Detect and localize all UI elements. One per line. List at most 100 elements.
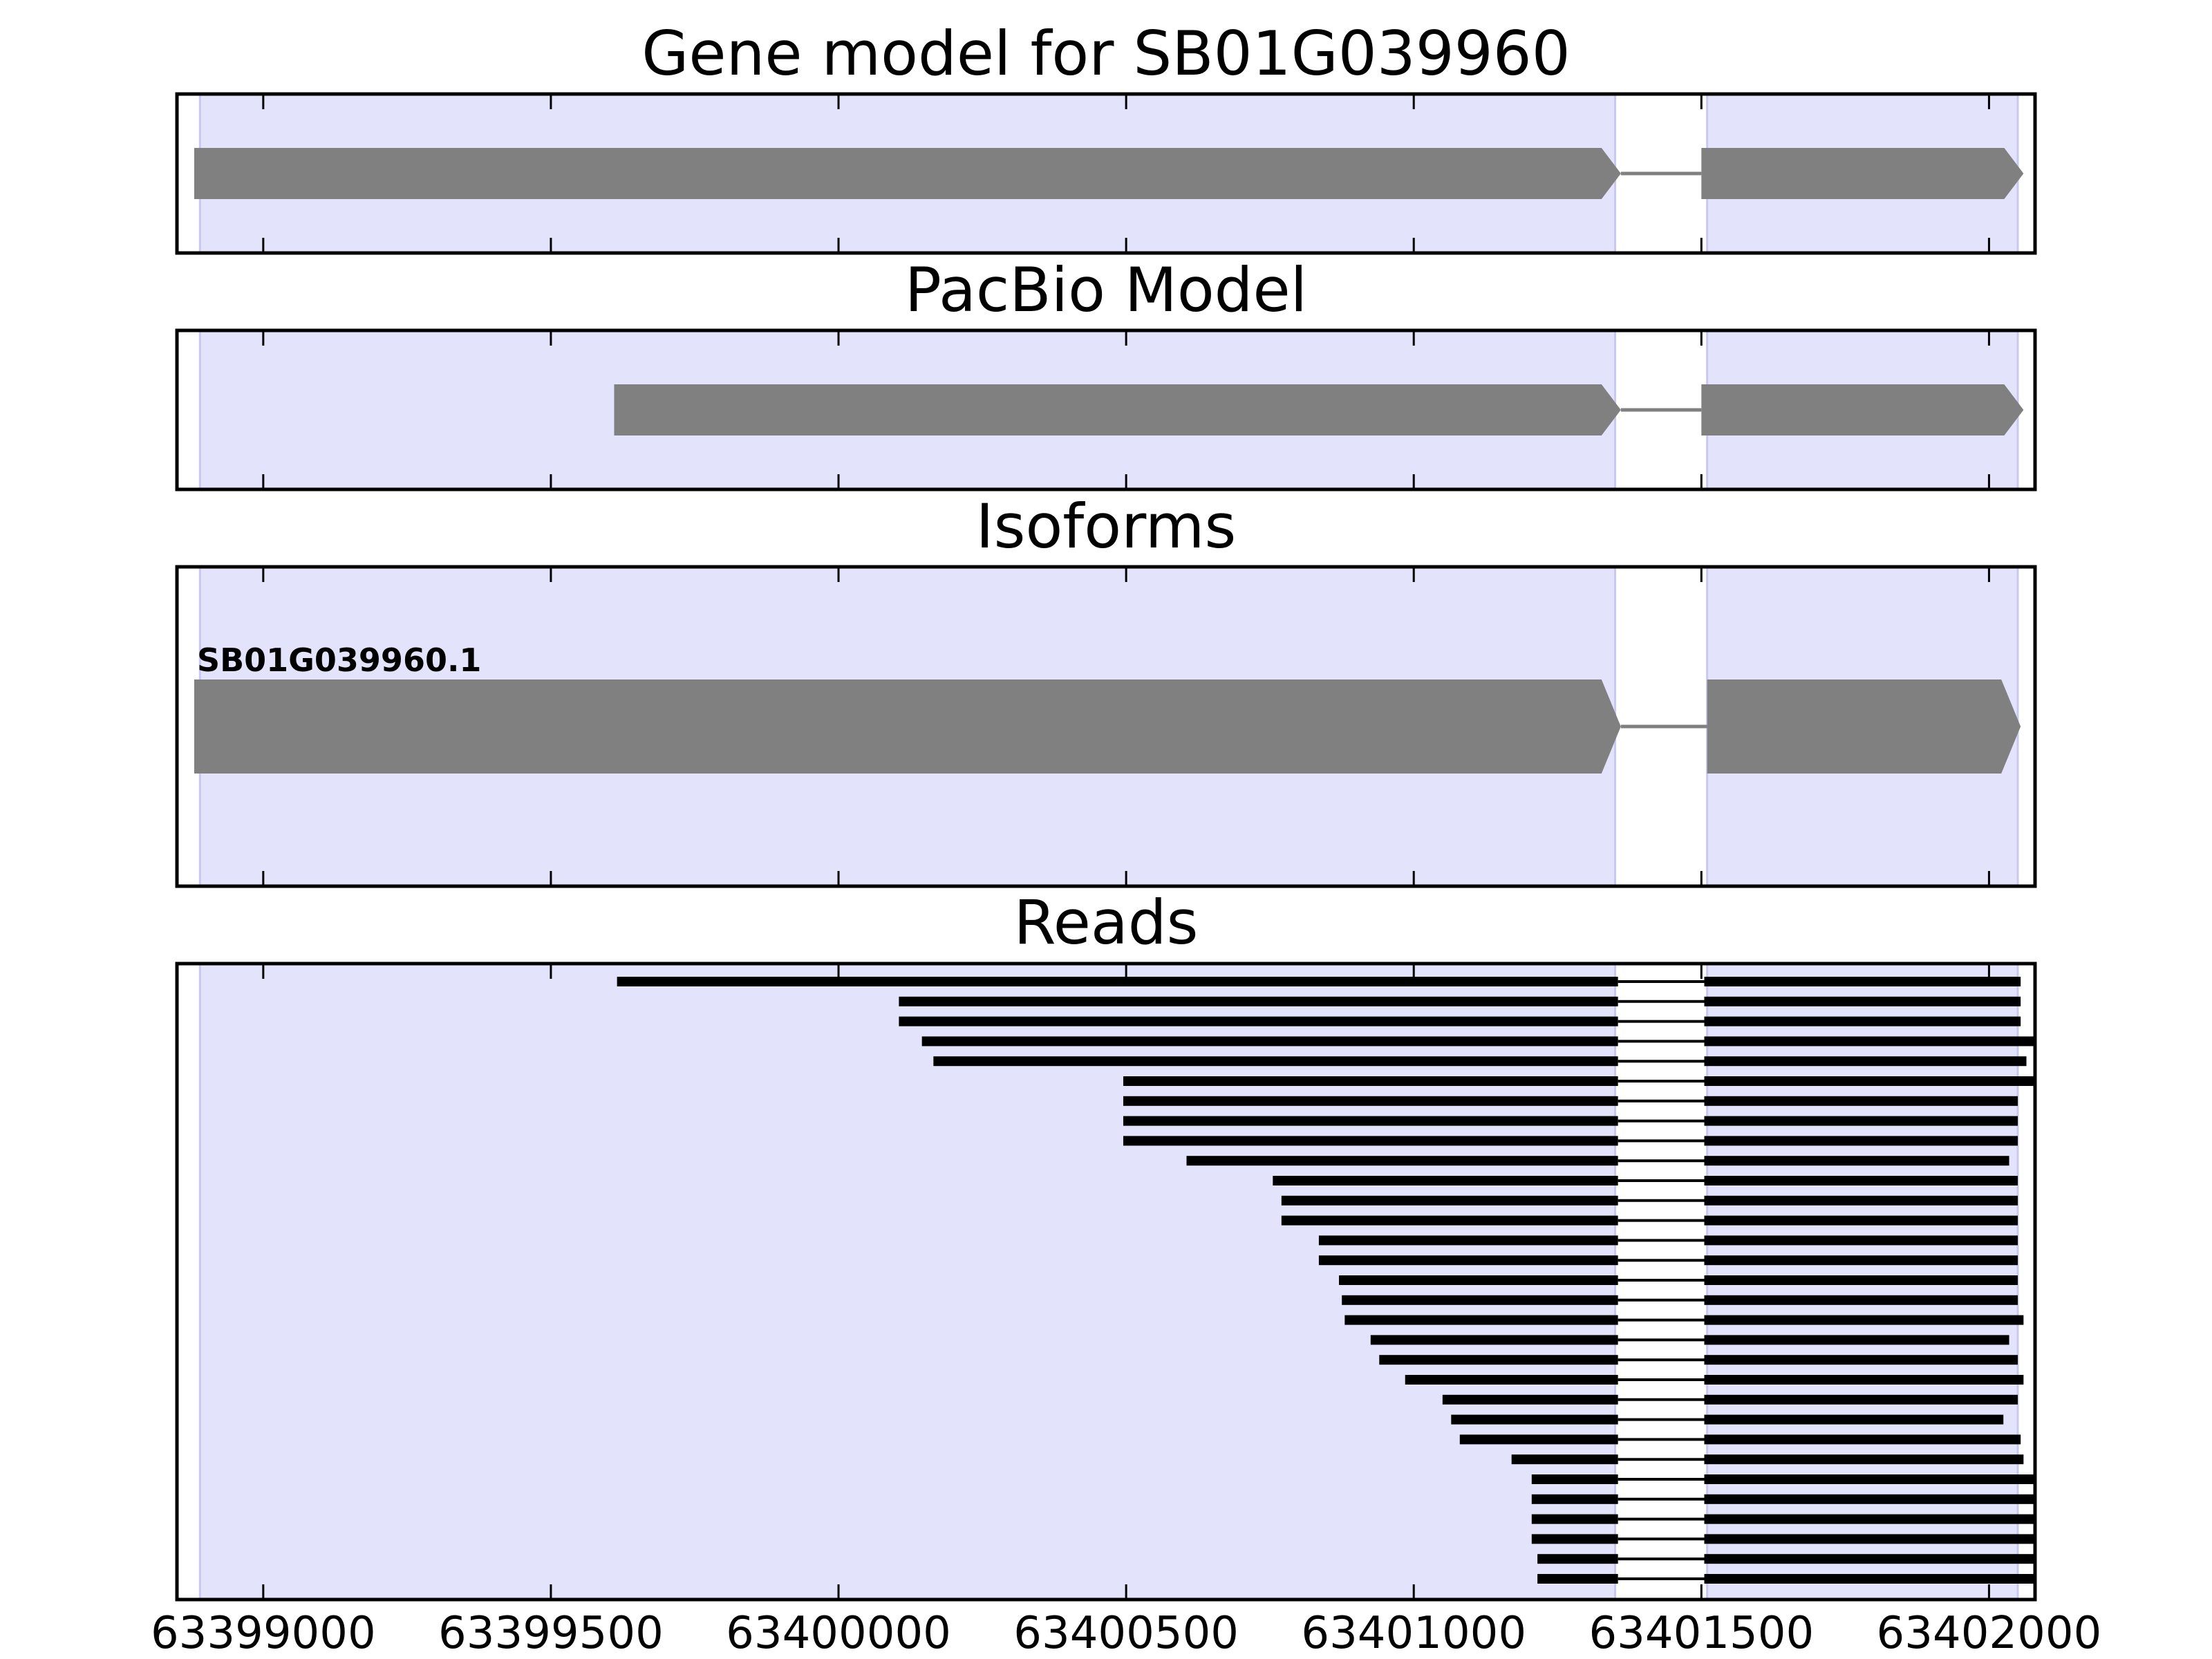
read-exon xyxy=(1704,1275,2018,1285)
read-exon xyxy=(1704,1036,2035,1047)
read-row xyxy=(1123,1096,2018,1106)
read-exon xyxy=(1704,1156,2009,1166)
exon-block xyxy=(1701,148,2024,199)
read-exon xyxy=(1704,1454,2024,1465)
x-tick-label: 63401000 xyxy=(1301,1608,1526,1659)
read-exon xyxy=(1370,1335,1618,1345)
panel-isoforms: Isoforms SB01G039960.1 xyxy=(175,491,2037,888)
read-exon xyxy=(1704,1514,2035,1524)
read-row xyxy=(899,996,2021,1006)
read-row xyxy=(1531,1534,2035,1544)
read-exon xyxy=(1405,1375,1618,1385)
exon-block xyxy=(194,679,1621,774)
read-exon xyxy=(1704,1235,2018,1246)
read-row xyxy=(1123,1116,2018,1126)
read-exon xyxy=(1273,1176,1618,1185)
read-exon xyxy=(899,996,1618,1006)
read-row xyxy=(1451,1414,2004,1425)
panel-frame xyxy=(175,92,2037,255)
x-tick-label: 63400500 xyxy=(1013,1608,1239,1659)
read-row xyxy=(899,1016,2021,1027)
read-exon xyxy=(1704,1295,2018,1305)
read-exon xyxy=(1704,1375,2024,1385)
read-row xyxy=(617,977,2021,986)
read-exon xyxy=(933,1056,1618,1067)
read-row xyxy=(1342,1295,2018,1305)
read-exon xyxy=(1281,1195,1618,1206)
exon-block xyxy=(194,148,1621,199)
panel-title-reads: Reads xyxy=(1014,887,1199,958)
read-exon xyxy=(1537,1554,1618,1564)
read-row xyxy=(1459,1434,2021,1445)
read-row xyxy=(1531,1474,2035,1484)
read-exon xyxy=(1704,1315,2024,1325)
read-exon xyxy=(1704,1494,2035,1504)
panel-gene-model: Gene model for SB01G039960 xyxy=(175,18,2037,255)
panel-frame xyxy=(175,962,2037,1602)
read-row xyxy=(933,1056,2027,1067)
read-row xyxy=(1370,1335,2009,1345)
read-exon xyxy=(1537,1574,1618,1584)
read-exon xyxy=(1704,1096,2018,1106)
read-exon xyxy=(1531,1514,1618,1524)
x-tick-label: 63401500 xyxy=(1588,1608,1814,1659)
x-tick-label: 63399500 xyxy=(438,1608,664,1659)
read-row xyxy=(1123,1136,2018,1146)
read-exon xyxy=(1704,1394,2018,1405)
read-row xyxy=(921,1036,2035,1047)
read-exon xyxy=(1531,1534,1618,1544)
read-exon xyxy=(1339,1275,1618,1285)
exon-block xyxy=(1701,384,2024,435)
read-row xyxy=(1537,1574,2035,1584)
read-exon xyxy=(1123,1096,1618,1106)
read-exon xyxy=(1704,1136,2018,1146)
read-exon xyxy=(1459,1434,1618,1445)
read-row xyxy=(1186,1156,2009,1166)
read-exon xyxy=(1344,1315,1618,1325)
read-exon xyxy=(1123,1136,1618,1146)
read-exon xyxy=(1442,1394,1618,1405)
read-row xyxy=(1344,1315,2024,1325)
read-exon xyxy=(1704,1116,2018,1126)
read-row xyxy=(1531,1494,2035,1504)
read-exon xyxy=(1704,1574,2035,1584)
read-row xyxy=(1442,1394,2018,1405)
read-row xyxy=(1339,1275,2018,1285)
exon-block xyxy=(614,384,1621,435)
read-exon xyxy=(1704,996,2021,1006)
read-exon xyxy=(1511,1454,1618,1465)
read-exon xyxy=(1704,1195,2018,1206)
read-exon xyxy=(1342,1295,1618,1305)
x-tick-label: 63402000 xyxy=(1877,1608,2102,1659)
read-exon xyxy=(1704,1335,2009,1345)
read-row xyxy=(1123,1076,2035,1086)
read-exon xyxy=(1704,1474,2035,1484)
read-row xyxy=(1281,1195,2018,1206)
read-row xyxy=(1379,1355,2018,1365)
read-exon xyxy=(1379,1355,1618,1365)
read-exon xyxy=(617,977,1618,986)
read-exon xyxy=(1704,1554,2035,1564)
panel-frame xyxy=(175,328,2037,491)
read-exon xyxy=(1531,1474,1618,1484)
read-exon xyxy=(1704,1176,2018,1185)
read-row xyxy=(1318,1235,2018,1246)
read-exon xyxy=(1318,1255,1618,1266)
read-exon xyxy=(1123,1076,1618,1086)
read-exon xyxy=(1704,1434,2021,1445)
read-exon xyxy=(1451,1414,1618,1425)
read-exon xyxy=(1704,1215,2018,1226)
read-exon xyxy=(1704,1355,2018,1365)
x-tick-label: 63400000 xyxy=(726,1608,951,1659)
read-row xyxy=(1318,1255,2018,1266)
read-exon xyxy=(1186,1156,1618,1166)
read-row xyxy=(1281,1215,2018,1226)
panel-title-pacbio-model: PacBio Model xyxy=(905,254,1307,326)
read-exon xyxy=(1531,1494,1618,1504)
panel-reads: Reads 63399000 63399500 63400000 63400500 63… xyxy=(151,887,2101,1659)
panel-title-isoforms: Isoforms xyxy=(976,491,1237,562)
read-row xyxy=(1273,1176,2018,1185)
isoform-label: SB01G039960.1 xyxy=(197,641,481,679)
read-exon xyxy=(1704,1056,2027,1067)
